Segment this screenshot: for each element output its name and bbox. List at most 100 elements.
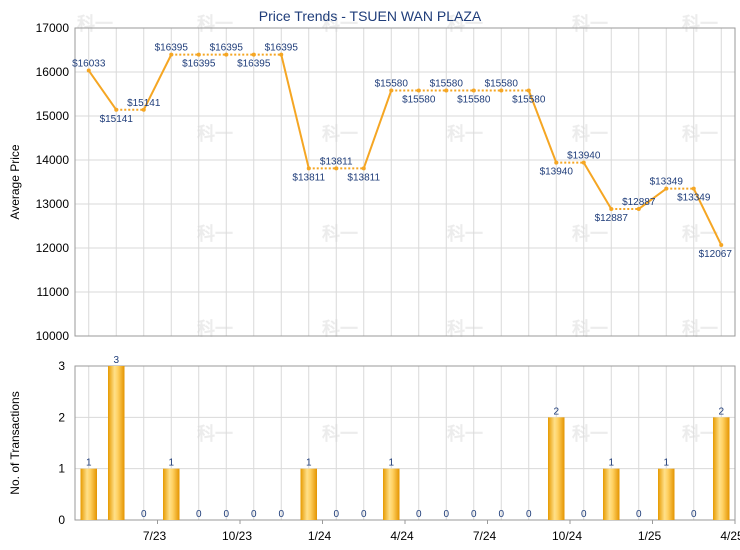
- tx-bar: [383, 468, 400, 520]
- watermark-text: 科一: [447, 223, 483, 244]
- x-tick-label: 7/24: [473, 529, 497, 543]
- price-point: [86, 68, 91, 73]
- price-point: [141, 107, 146, 112]
- watermark-text: 科一: [197, 123, 233, 144]
- price-y-tick-label: 17000: [36, 21, 70, 35]
- watermark-text: 科一: [447, 123, 483, 144]
- x-tick-label: 1/25: [638, 529, 662, 543]
- price-point: [306, 166, 311, 171]
- tx-y-tick-label: 2: [58, 410, 65, 424]
- watermark-text: 科一: [322, 123, 358, 144]
- price-data-label: $15580: [402, 94, 436, 105]
- tx-data-label: 0: [223, 509, 229, 520]
- price-point: [251, 52, 256, 57]
- price-data-label: $12887: [622, 197, 656, 208]
- price-point: [691, 186, 696, 191]
- price-point: [444, 88, 449, 93]
- tx-bar: [603, 468, 620, 520]
- price-line-segment: [527, 90, 558, 163]
- price-data-label: $16395: [155, 43, 189, 54]
- price-line-segment: [280, 54, 310, 169]
- watermark-text: 科一: [682, 123, 718, 144]
- tx-data-label: 0: [691, 509, 697, 520]
- price-data-label: $16395: [182, 59, 216, 70]
- x-tick-label: 1/24: [308, 529, 332, 543]
- tx-data-label: 1: [663, 458, 669, 469]
- price-line-segment: [87, 69, 118, 111]
- price-data-label: $13940: [567, 151, 601, 162]
- price-data-label: $16395: [265, 43, 299, 54]
- watermark-text: 科一: [322, 423, 358, 444]
- price-point: [526, 88, 531, 93]
- tx-bar: [658, 468, 675, 520]
- price-line-segment: [142, 54, 173, 111]
- price-point: [169, 52, 174, 57]
- price-y-tick-label: 15000: [36, 109, 70, 123]
- watermark-text: 科一: [682, 423, 718, 444]
- x-tick-label: 4/24: [390, 529, 414, 543]
- price-plot-frame: [74, 27, 736, 337]
- tx-data-label: 0: [196, 509, 202, 520]
- price-data-label: $13940: [540, 167, 574, 178]
- watermark-text: 科一: [682, 223, 718, 244]
- x-tick-label: 10/23: [222, 529, 252, 543]
- price-y-tick-label: 14000: [36, 153, 70, 167]
- price-point: [499, 88, 504, 93]
- price-point: [636, 206, 641, 211]
- price-line-segment: [362, 90, 393, 169]
- x-tick-label: 7/23: [143, 529, 167, 543]
- price-y-tick-label: 11000: [37, 285, 70, 299]
- watermark-text: 科一: [572, 318, 608, 339]
- price-point: [554, 160, 559, 165]
- price-data-label: $15580: [457, 94, 491, 105]
- price-line-segment: [638, 187, 667, 210]
- tx-data-label: 2: [718, 406, 724, 417]
- tx-bar: [548, 417, 565, 520]
- price-data-label: $13811: [347, 172, 380, 183]
- tx-bar: [80, 468, 97, 520]
- price-point: [196, 52, 201, 57]
- watermark-text: 科一: [682, 318, 718, 339]
- tx-y-tick-label: 3: [58, 359, 65, 373]
- price-data-label: $13349: [650, 177, 684, 188]
- tx-y-tick-label: 0: [58, 513, 65, 527]
- watermark-text: 科一: [322, 223, 358, 244]
- tx-data-label: 0: [416, 509, 422, 520]
- price-data-label: $15580: [512, 94, 546, 105]
- tx-bar: [108, 366, 125, 520]
- price-data-label: $16395: [237, 59, 271, 70]
- tx-data-label: 0: [498, 509, 504, 520]
- price-point: [334, 166, 339, 171]
- price-data-label: $15141: [100, 114, 134, 125]
- price-y-tick-label: 12000: [36, 241, 70, 255]
- x-tick-label: 4/25: [720, 529, 740, 543]
- tx-data-label: 0: [526, 509, 532, 520]
- price-line-segment: [582, 162, 613, 210]
- price-point: [471, 88, 476, 93]
- tx-y-tick-label: 1: [58, 462, 65, 476]
- x-tick-label: 10/24: [552, 529, 582, 543]
- price-data-label: $13811: [320, 156, 353, 167]
- watermark-text: 科一: [572, 123, 608, 144]
- price-point: [224, 52, 229, 57]
- watermark-text: 科一: [322, 13, 358, 34]
- price-point: [389, 88, 394, 93]
- price-point: [114, 107, 119, 112]
- tx-data-label: 0: [443, 509, 449, 520]
- watermark-text: 科一: [447, 423, 483, 444]
- price-point: [361, 166, 366, 171]
- tx-data-label: 1: [306, 458, 312, 469]
- price-data-label: $15580: [485, 78, 519, 89]
- tx-data-label: 0: [636, 509, 642, 520]
- watermark-text: 科一: [682, 13, 718, 34]
- tx-data-label: 0: [471, 509, 477, 520]
- chart-title: Price Trends - TSUEN WAN PLAZA: [259, 8, 482, 24]
- price-panel: 10000 11000 12000 13000 14000 15000 16000 17000…: [8, 21, 736, 343]
- watermark-text: 科一: [197, 318, 233, 339]
- tx-data-label: 3: [113, 355, 119, 366]
- price-data-label: $15580: [375, 78, 409, 89]
- price-data-label: $15141: [127, 98, 161, 109]
- price-point: [279, 52, 284, 57]
